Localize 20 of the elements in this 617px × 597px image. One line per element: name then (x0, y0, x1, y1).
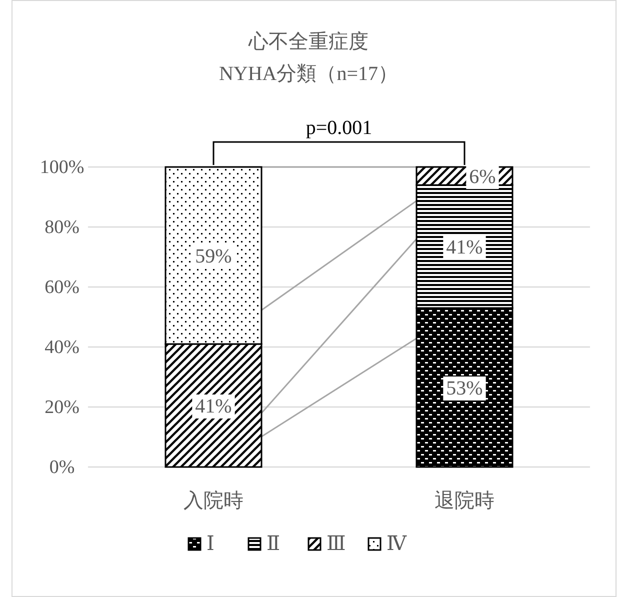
x-tick-label: 入院時 (184, 490, 244, 512)
y-tick-label: 0% (49, 457, 75, 478)
y-tick-label: 40% (44, 337, 80, 358)
y-tick-label: 20% (44, 397, 80, 418)
legend-label: Ⅲ (326, 533, 346, 555)
data-label: 53% (446, 378, 483, 400)
data-label: 59% (195, 246, 232, 268)
y-tick-label: 60% (44, 277, 80, 298)
y-tick-label: 100% (40, 157, 84, 178)
legend-label: Ⅱ (266, 533, 280, 555)
y-tick-label: 80% (44, 217, 80, 238)
x-tick-label: 退院時 (434, 490, 494, 512)
chart-subtitle: NYHA分類（n=17） (218, 63, 398, 85)
legend-label: Ⅳ (386, 533, 408, 555)
chart-title: 心不全重症度 (248, 31, 368, 53)
data-label: 6% (469, 166, 496, 188)
legend-label: Ⅰ (206, 533, 214, 555)
data-label: 41% (446, 236, 483, 258)
data-label: 41% (195, 396, 232, 418)
text: p=0.001 (306, 117, 372, 139)
